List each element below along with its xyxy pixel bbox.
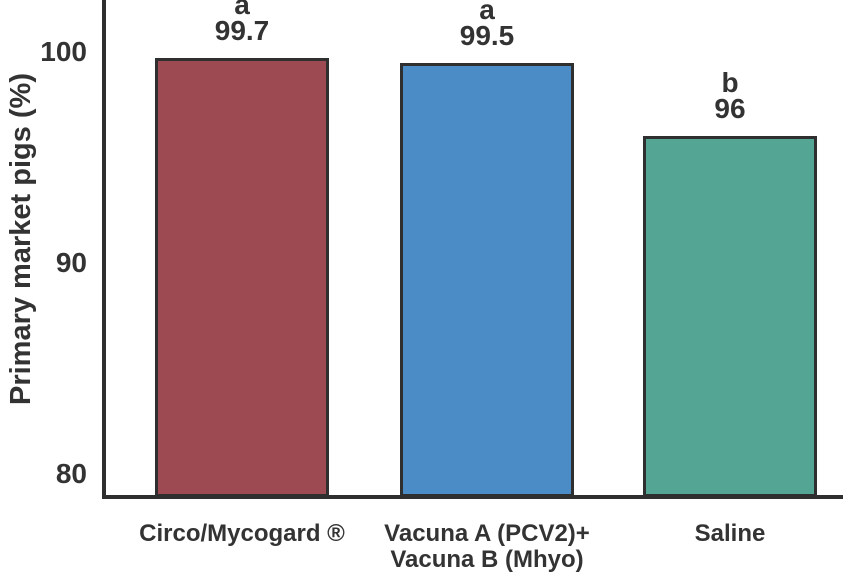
bar-1 (155, 58, 329, 497)
x-category-label-2: Vacuna A (PCV2)+ Vacuna B (Mhyo) (384, 520, 590, 573)
significance-letter: b (721, 67, 739, 99)
bar-annotation-1: a 99.7 (142, 0, 342, 47)
bar-3 (643, 136, 817, 497)
bar-value: 96 (714, 93, 746, 125)
y-tick-label-100: 100 (40, 36, 87, 67)
bar-annotation-2: a 99.5 (387, 0, 587, 49)
y-tick-label-90: 90 (55, 247, 87, 278)
y-axis-line (102, 0, 106, 499)
bar-2 (400, 62, 574, 497)
x-category-label-1: Circo/Mycogard ® (139, 520, 345, 547)
x-axis-line (102, 495, 843, 499)
x-category-label-3: Saline (694, 520, 766, 547)
bar-annotation-3: b 96 (630, 67, 830, 125)
bar-value: 99.7 (214, 15, 270, 47)
y-tick-label-80: 80 (55, 458, 87, 489)
bar-value: 99.5 (459, 19, 515, 51)
significance-letter: a (479, 0, 495, 25)
significance-letter: a (234, 0, 250, 21)
y-axis-title: Primary market pigs (%) (5, 73, 37, 406)
